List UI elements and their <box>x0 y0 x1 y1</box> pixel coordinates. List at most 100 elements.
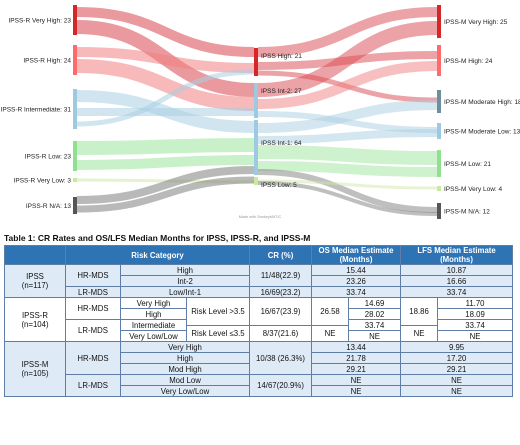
ipssr-lfs-group-lo: NE <box>400 324 439 342</box>
flow-left-mid-11 <box>76 176 255 213</box>
table-row: Risk Level ≤3.5 8/37(21.6) NE NE <box>5 324 513 342</box>
table-row: High 21.78 17.20 <box>5 352 514 364</box>
ipssm-lfs-very-high: 9.95 <box>400 341 514 353</box>
sankey-label-left-5: IPSS-R N/A: 13 <box>26 203 72 210</box>
sankey-labels: IPSS-R Very High: 23 IPSS-R High: 24 IPSS-… <box>1 17 520 215</box>
table-title: Table 1: CR Rates and OS/LFS Median Mont… <box>4 233 311 243</box>
ipssm-os-mod-high: 29.21 <box>311 363 402 375</box>
ipssm-label: IPSS-M (n=105) <box>4 341 66 397</box>
sankey-label-left-2: IPSS-R Intermediate: 31 <box>1 106 72 113</box>
ipss-high: High <box>119 264 251 276</box>
ipssr-os-group-lo: NE <box>311 324 350 342</box>
sankey-label-right-2: IPSS-M Moderate High: 18 <box>444 99 520 106</box>
ipssm-cr-lr: 14/67(20.9%) <box>249 374 313 397</box>
flow-mid-right-11 <box>257 179 438 190</box>
flow-mid-right-6 <box>257 100 438 133</box>
ipss-label: IPSS (n=117) <box>4 264 66 298</box>
ipssr-os-intermediate: 33.74 <box>348 319 402 331</box>
sankey-label-mid-1: IPSS Int-2: 27 <box>261 88 302 95</box>
sankey-node-left-4 <box>73 178 77 182</box>
sankey-label-left-3: IPSS-R Low: 23 <box>25 153 72 160</box>
ipssm-cr-hr: 10/38 (26.3%) <box>249 341 313 375</box>
sankey-label-left-0: IPSS-R Very High: 23 <box>9 17 72 24</box>
flow-mid-right-10 <box>257 169 438 213</box>
flow-left-mid-3 <box>76 59 255 111</box>
sankey-node-mid-1 <box>254 83 258 118</box>
ipss-low: Low/Int-1 <box>119 286 251 298</box>
sankey-node-right-5 <box>437 186 441 191</box>
ipssr-label: IPSS-R (n=104) <box>4 297 66 342</box>
sankey-node-right-0 <box>437 5 441 38</box>
sankey-node-left-1 <box>73 45 77 75</box>
ipssm-high: High <box>119 352 251 364</box>
ipssr-level-lo: Risk Level ≤3.5 <box>185 324 251 342</box>
ipss-int2: Int-2 <box>119 275 251 287</box>
header-row: Risk Category CR (%) OS Median Estimate … <box>4 245 514 265</box>
ipssr-os-very-low: NE <box>348 330 402 342</box>
ipssr-hr-label: HR-MDS <box>65 297 121 320</box>
ipss-lfs-int2: 16.66 <box>400 275 514 287</box>
flow-left-mid-2 <box>76 47 255 73</box>
ipss-os-int2: 23.26 <box>311 275 402 287</box>
ipssm-os-high: 21.78 <box>311 352 402 364</box>
ipssm-os-very-high: 13.44 <box>311 341 402 353</box>
ipssr-high: High <box>120 308 187 320</box>
sankey-label-right-5: IPSS-M Very Low: 4 <box>444 186 503 193</box>
cr-table: Risk Category CR (%) OS Median Estimate … <box>4 245 514 397</box>
table-row: Mod High 29.21 29.21 <box>5 363 514 375</box>
ipssr-os-very-high: 14.69 <box>348 297 402 309</box>
ipss-lfs-high: 10.87 <box>400 264 514 276</box>
ipssr-very-high: Very High <box>120 297 187 309</box>
ipssm-very-high: Very High <box>119 341 251 353</box>
header-blank <box>4 245 66 265</box>
table-row: IPSS (n=117) HR-MDS High 11/48(22.9) 15.4… <box>4 264 514 298</box>
ipssr-os-high: 28.02 <box>348 308 402 320</box>
sankey-label-right-3: IPSS-M Moderate Low: 13 <box>444 128 520 135</box>
table-row: High 28.02 18.09 <box>5 308 514 320</box>
ipss-hr-label: HR-MDS <box>65 264 121 287</box>
ipssr-very-low: Very Low/Low <box>120 330 187 342</box>
ipssm-hr-label: HR-MDS <box>65 341 121 375</box>
ipss-lfs-low: 33.74 <box>400 286 514 298</box>
header-risk-category: Risk Category <box>64 245 251 265</box>
ipssm-lr-label: LR-MDS <box>65 374 121 397</box>
ipss-cr-lr: 16/69(23.2) <box>249 286 313 298</box>
sankey-node-left-5 <box>73 197 77 214</box>
ipssm-very-low: Very Low/Low <box>119 385 251 397</box>
flow-mid-right-4 <box>257 61 438 109</box>
ipssr-lfs-intermediate: 33.74 <box>437 319 514 331</box>
flow-mid-right-12 <box>257 181 438 216</box>
table-row: IPSS-M (n=105) HR-MDS Very High 10/38 (26… <box>4 341 514 397</box>
ipssm-os-mod-low: NE <box>311 374 402 386</box>
ipssm-lfs-high: 17.20 <box>400 352 514 364</box>
sankey-flows <box>76 7 438 216</box>
sankey-label-right-6: IPSS-M N/A: 12 <box>444 208 490 215</box>
sankey-label-right-0: IPSS-M Very High: 25 <box>444 19 508 26</box>
sankey-node-mid-0 <box>254 48 258 76</box>
ipssm-lfs-mod-high: 29.21 <box>400 363 514 375</box>
ipssm-lfs-very-low: NE <box>400 385 514 397</box>
header-cr: CR (%) <box>249 245 313 265</box>
flow-left-mid-8 <box>76 155 255 170</box>
sankey-node-mid-2 <box>254 120 258 175</box>
header-lfs: LFS Median Estimate (Months) <box>400 245 514 265</box>
sankey-node-left-0 <box>73 5 77 35</box>
table-row: LR-MDS Low/Int-1 16/69(23.2) 33.74 33.74 <box>5 286 514 298</box>
table-row: Very Low/Low NE NE <box>5 385 514 397</box>
sankey-watermark: Made with SankeyMATIC <box>239 215 282 219</box>
ipssm-lfs-mod-low: NE <box>400 374 514 386</box>
flow-mid-right-9 <box>257 161 438 177</box>
flow-left-mid-10 <box>76 166 255 204</box>
ipssr-cr-hi: 16/67(23.9) <box>249 297 313 326</box>
sankey-node-left-2 <box>73 89 77 129</box>
ipss-os-high: 15.44 <box>311 264 402 276</box>
flow-left-mid-7 <box>76 138 255 155</box>
ipssr-intermediate: Intermediate <box>120 319 187 331</box>
sankey-label-mid-0: IPSS High: 21 <box>261 53 302 60</box>
flow-left-mid-0 <box>76 7 255 57</box>
sankey-label-right-1: IPSS-M High: 24 <box>444 58 493 65</box>
ipssr-cr-lo: 8/37(21.6) <box>249 324 313 342</box>
ipssr-lfs-very-low: NE <box>437 330 514 342</box>
sankey-label-left-4: IPSS-R Very Low: 3 <box>14 177 72 184</box>
ipssr-lfs-group-hi: 18.86 <box>400 297 439 326</box>
